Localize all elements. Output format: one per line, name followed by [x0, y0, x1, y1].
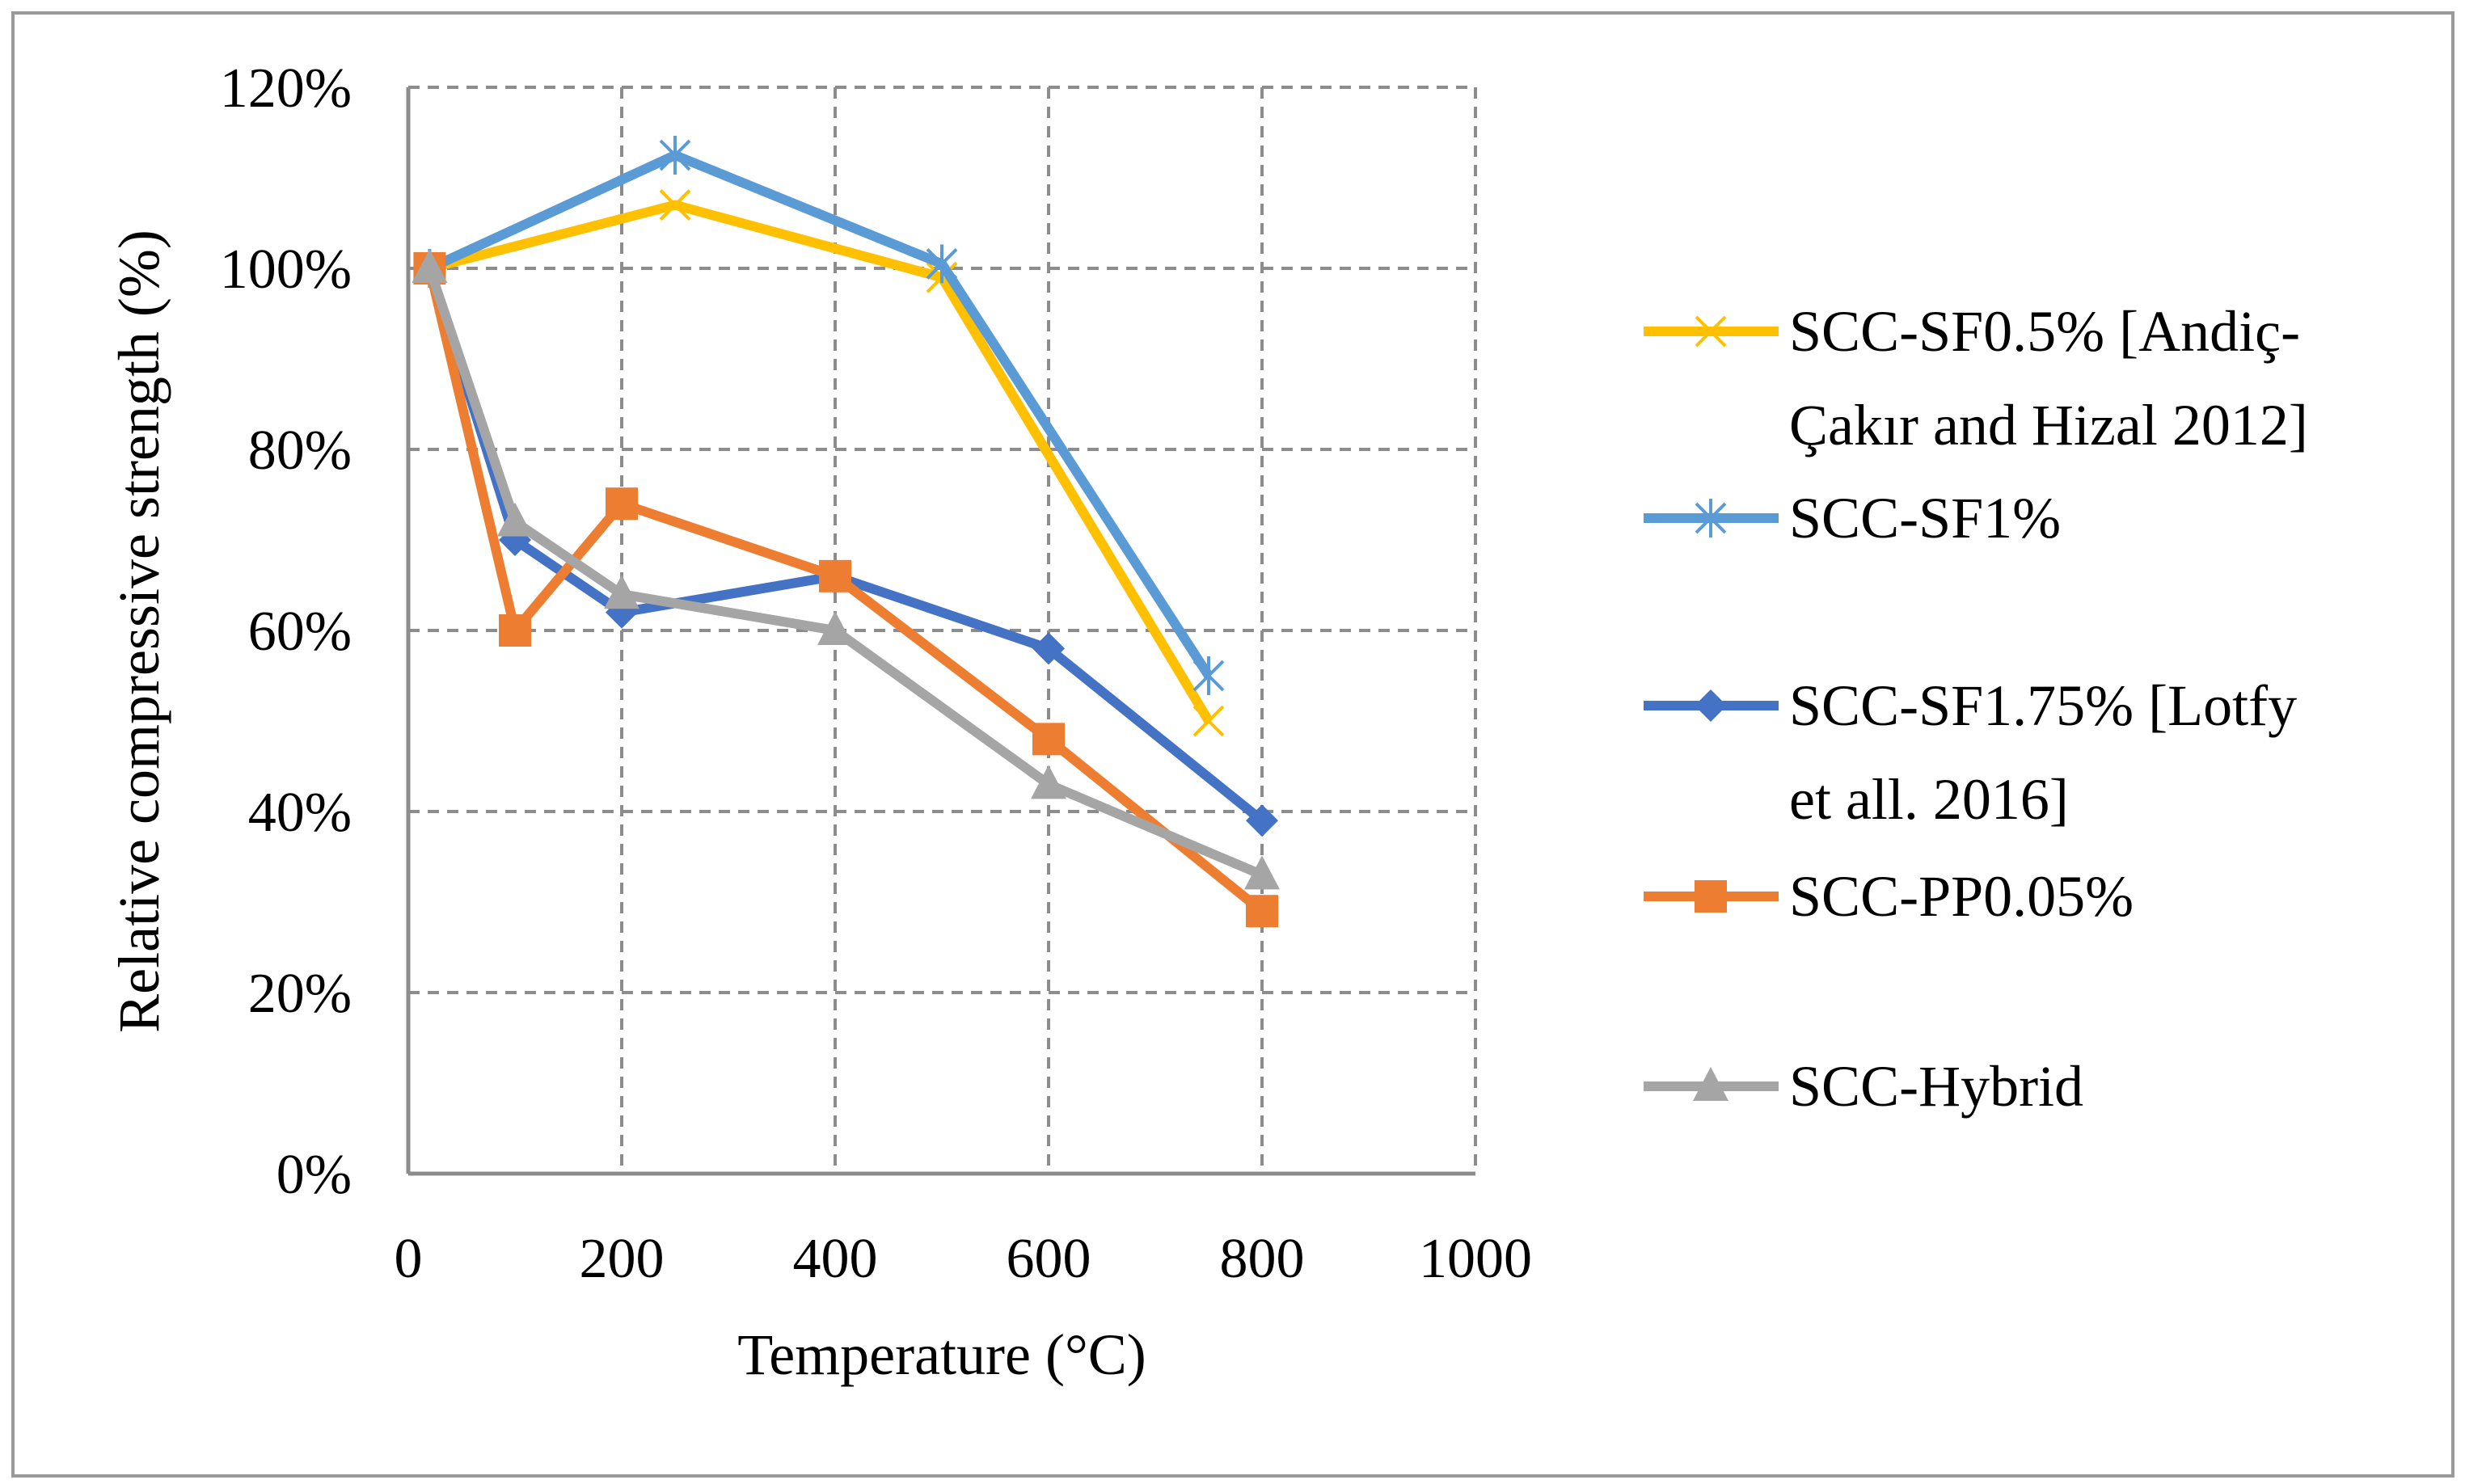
y-tick-label: 40% — [248, 782, 352, 844]
legend-item-scc-hybrid: SCC-Hybrid — [1644, 1054, 2083, 1119]
data-point — [817, 611, 853, 645]
legend-marker — [1695, 689, 1727, 722]
y-axis-title: Relative compressive strength (%) — [107, 230, 171, 1033]
legend: SCC-SF0.5% [Andiç-Çakır and Hizal 2012]S… — [1644, 299, 2308, 1119]
y-tick-label: 20% — [248, 963, 352, 1025]
legend-label: Çakır and Hizal 2012] — [1789, 393, 2308, 457]
x-tick-label: 200 — [580, 1228, 665, 1290]
series-line — [424, 267, 1265, 915]
legend-marker — [1695, 315, 1727, 348]
legend-label: SCC-SF1.75% [Lotfy — [1789, 673, 2297, 738]
series-scc-hybrid — [412, 249, 1280, 890]
legend-item-scc-sf1: SCC-SF1% — [1644, 486, 2061, 550]
legend-item-scc-sf0-5-andi-ak-r-and-hizal-2012: SCC-SF0.5% [Andiç- Çakır and Hizal 2012] — [1644, 299, 2308, 457]
data-point — [819, 559, 851, 592]
axes — [406, 87, 1475, 1176]
legend-label: SCC-Hybrid — [1789, 1054, 2083, 1119]
y-tick-label: 80% — [248, 419, 352, 482]
data-point — [412, 249, 448, 283]
legend-marker — [1695, 499, 1727, 538]
y-tick-label: 120% — [220, 57, 352, 120]
data-point — [1031, 765, 1066, 799]
gridlines — [408, 86, 1477, 1174]
x-axis-title: Temperature (°C) — [737, 1322, 1146, 1387]
data-point — [1032, 632, 1065, 665]
data-point — [1192, 656, 1225, 695]
series-line — [427, 150, 1214, 679]
data-point — [1032, 723, 1065, 756]
data-point — [926, 244, 958, 284]
data-point — [659, 189, 691, 221]
legend-label: SCC-SF0.5% [Andiç- — [1789, 299, 2300, 364]
y-tick-label: 0% — [276, 1144, 352, 1206]
legend-label: et all. 2016] — [1789, 767, 2069, 832]
legend-item-scc-pp0-05: SCC-PP0.05% — [1644, 864, 2134, 929]
data-point — [1246, 895, 1278, 928]
data-point — [499, 614, 531, 647]
series-line — [424, 267, 1264, 879]
data-point — [1246, 804, 1278, 837]
series-group — [412, 136, 1280, 928]
x-tick-label: 600 — [1007, 1228, 1091, 1290]
data-point — [1192, 705, 1225, 737]
data-point — [497, 502, 533, 537]
data-point — [1244, 855, 1280, 890]
legend-marker — [1693, 1067, 1728, 1101]
legend-marker — [1695, 880, 1727, 913]
y-tick-label: 60% — [248, 601, 352, 663]
x-tick-label: 1000 — [1419, 1228, 1532, 1290]
series-scc-sf0-5-andi-ak-r-and-hizal-2012 — [413, 189, 1225, 737]
tick-labels: 0% 20% 40% 60% 80% 100% 120% 0 200 400 600 800 1000 — [220, 57, 1532, 1290]
legend-item-scc-sf1-75-lotfy-et-all-2016: SCC-SF1.75% [Lotfy et all. 2016] — [1644, 673, 2297, 832]
data-point — [659, 136, 691, 175]
data-point — [606, 487, 638, 521]
x-tick-label: 800 — [1220, 1228, 1305, 1290]
x-tick-label: 400 — [793, 1228, 878, 1290]
series-line — [428, 200, 1214, 724]
data-point — [604, 575, 639, 609]
legend-label: SCC-SF1% — [1789, 486, 2061, 550]
y-tick-label: 100% — [220, 238, 352, 301]
x-tick-label: 0 — [395, 1228, 423, 1290]
legend-label: SCC-PP0.05% — [1789, 864, 2134, 929]
